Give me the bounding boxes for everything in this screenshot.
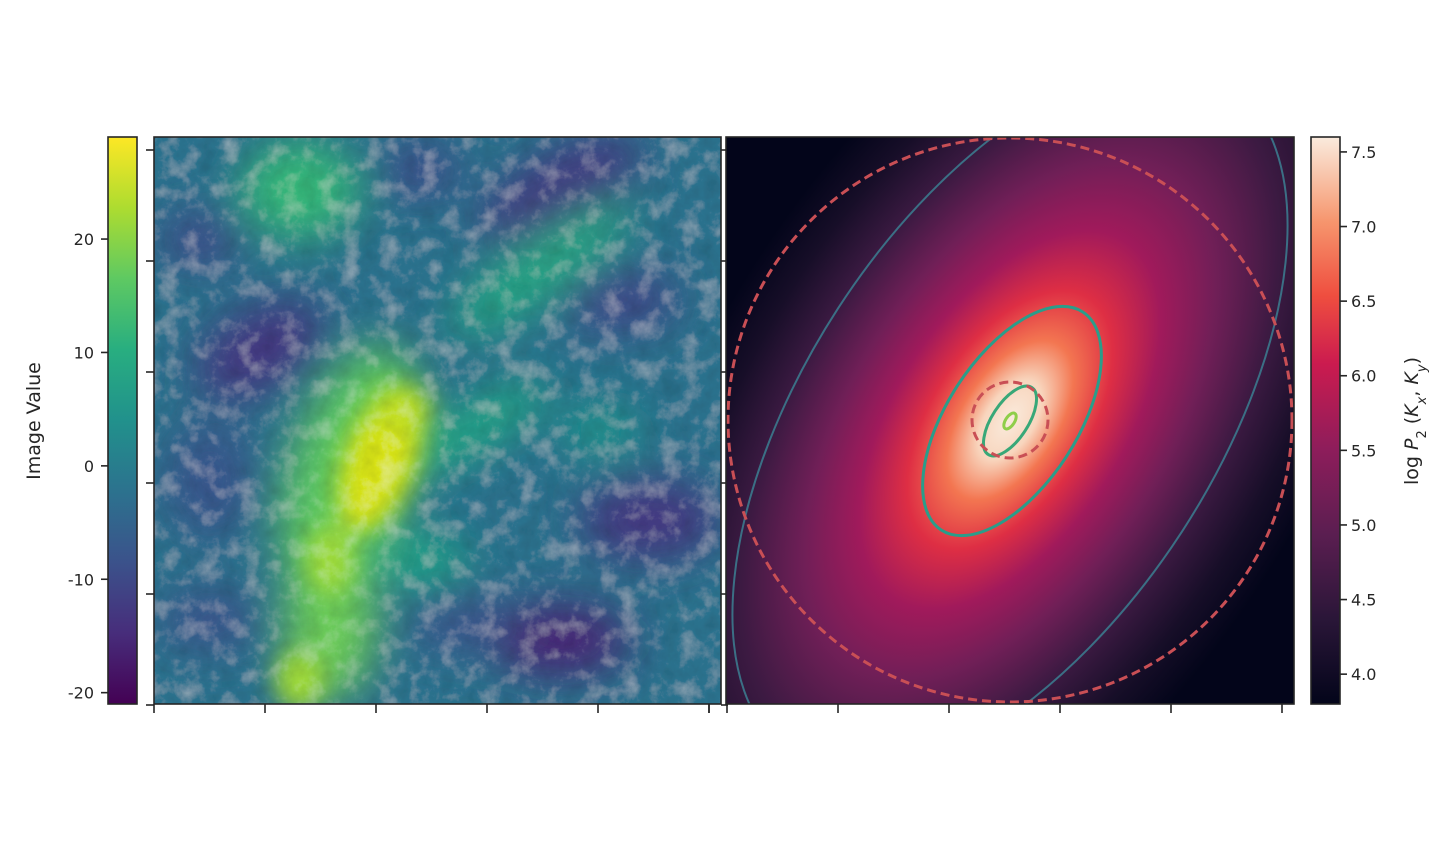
colorbar-tick-label: 6.0 (1351, 367, 1376, 386)
contour-ellipse-core (1002, 411, 1018, 431)
colorbar-tick-label: 5.0 (1351, 516, 1376, 535)
dashed-circle-outer (726, 137, 1294, 704)
colorbar-tick-label: 6.5 (1351, 292, 1376, 311)
colorbar-tick-label: -20 (68, 684, 94, 703)
power-spectrum-colorbar-label: log P2 (Kx, Ky) (1401, 357, 1430, 485)
colorbar-tick-label: -10 (68, 570, 94, 589)
colorbar-tick-label: 7.5 (1351, 143, 1376, 162)
image-heatmap (154, 137, 721, 704)
colorbar-tick-label: 4.5 (1351, 591, 1376, 610)
power-spectrum-axis-ticks (726, 704, 1283, 713)
colorbar-tick-label: 0 (84, 457, 94, 476)
contour-ellipse-outer (731, 137, 1289, 704)
colorbar-tick-label: 20 (74, 230, 94, 249)
colorbar-tick-label: 10 (74, 343, 94, 362)
power-spectrum-heatmap (726, 137, 1294, 704)
image-colorbar-ticks: 20 10 0 -10 -20 (68, 230, 108, 703)
colorbar-tick-label: 5.5 (1351, 441, 1376, 460)
image-colorbar-label: Image Value (23, 362, 45, 480)
contour-ellipse-mid (921, 304, 1103, 538)
colorbar-tick-label: 4.0 (1351, 665, 1376, 684)
colorbar-tick-label: 7.0 (1351, 218, 1376, 237)
power-spectrum-panel (725, 136, 1295, 713)
power-spectrum-colorbar-ticks: 7.5 7.0 6.5 6.0 5.5 5.0 4.5 4.0 (1340, 143, 1376, 684)
dashed-circle-inner (970, 380, 1050, 460)
image-colorbar: Image Value 20 10 0 -10 -20 (23, 136, 138, 705)
image-panel (146, 136, 728, 713)
power-spectrum-colorbar: 7.5 7.0 6.5 6.0 5.5 5.0 4.5 4.0 log P2 (Kx, Ky) (1310, 136, 1430, 705)
